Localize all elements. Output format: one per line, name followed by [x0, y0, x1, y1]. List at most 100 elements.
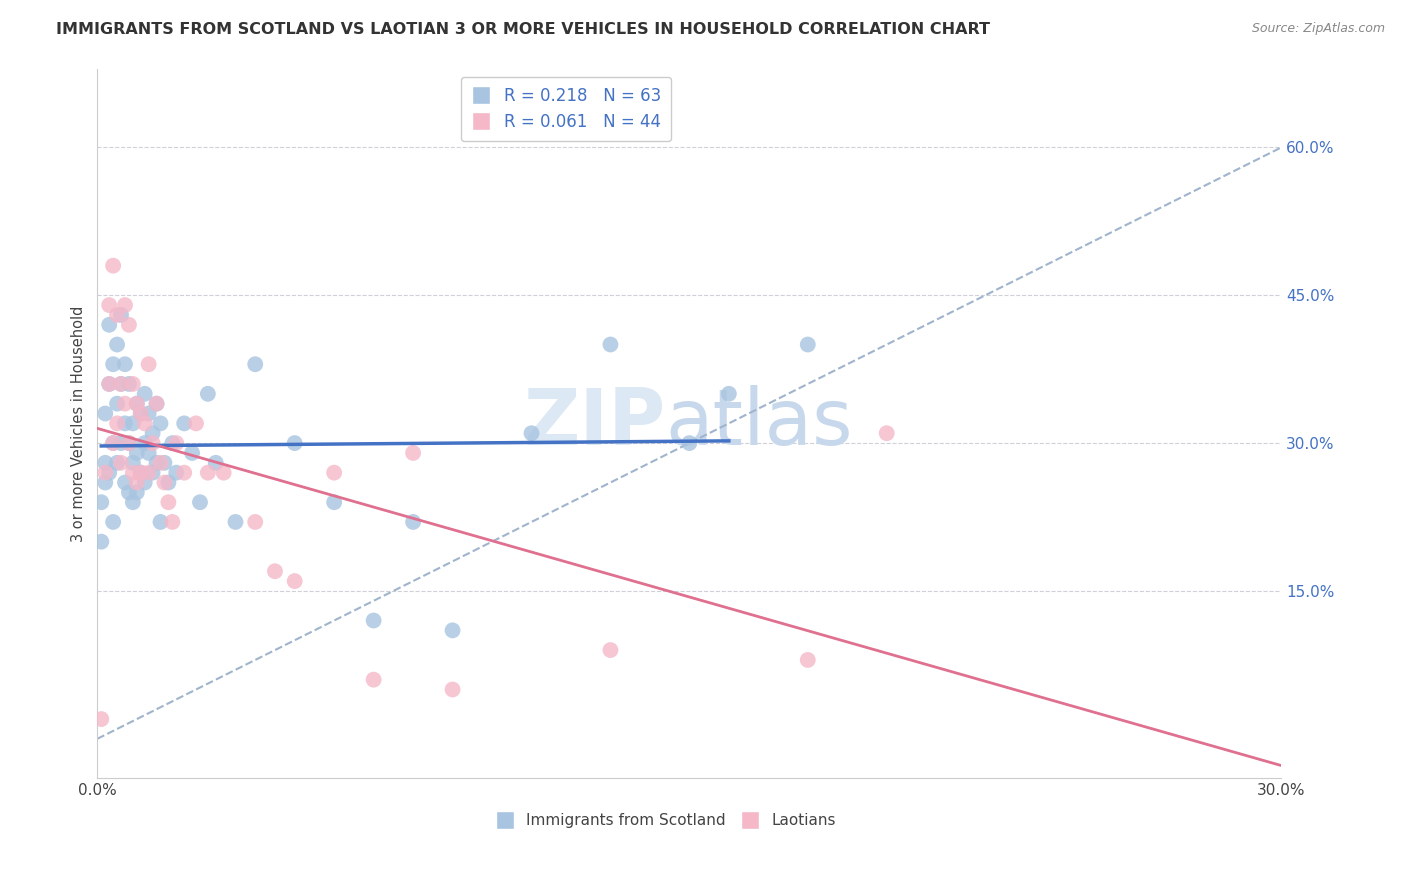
Point	[162, 515, 184, 529]
Text: atlas: atlas	[665, 385, 853, 461]
Point	[165, 436, 187, 450]
Point	[98, 318, 121, 332]
Point	[165, 466, 187, 480]
Point	[284, 436, 307, 450]
Point	[122, 417, 145, 431]
Point	[153, 456, 176, 470]
Point	[105, 337, 128, 351]
Point	[114, 298, 136, 312]
Point	[118, 436, 141, 450]
Point	[105, 456, 128, 470]
Point	[129, 407, 152, 421]
Point	[876, 426, 898, 441]
Point	[105, 397, 128, 411]
Y-axis label: 3 or more Vehicles in Household: 3 or more Vehicles in Household	[72, 305, 86, 541]
Point	[98, 376, 121, 391]
Point	[138, 357, 160, 371]
Point	[101, 436, 124, 450]
Point	[441, 624, 464, 638]
Point	[145, 397, 167, 411]
Point	[224, 515, 246, 529]
Point	[114, 357, 136, 371]
Point	[599, 643, 621, 657]
Point	[245, 515, 267, 529]
Point	[90, 534, 112, 549]
Point	[520, 426, 543, 441]
Point	[94, 456, 117, 470]
Point	[142, 426, 165, 441]
Point	[363, 673, 385, 687]
Point	[678, 436, 700, 450]
Point	[184, 417, 207, 431]
Point	[188, 495, 211, 509]
Point	[363, 614, 385, 628]
Point	[94, 407, 117, 421]
Point	[101, 436, 124, 450]
Point	[110, 376, 132, 391]
Point	[157, 475, 180, 490]
Point	[173, 417, 195, 431]
Point	[173, 466, 195, 480]
Point	[114, 397, 136, 411]
Point	[181, 446, 204, 460]
Point	[145, 397, 167, 411]
Point	[118, 376, 141, 391]
Point	[142, 466, 165, 480]
Point	[122, 466, 145, 480]
Point	[101, 357, 124, 371]
Point	[125, 397, 148, 411]
Point	[125, 446, 148, 460]
Point	[90, 495, 112, 509]
Point	[134, 417, 156, 431]
Point	[284, 574, 307, 588]
Point	[122, 456, 145, 470]
Point	[142, 436, 165, 450]
Point	[118, 436, 141, 450]
Point	[138, 407, 160, 421]
Point	[402, 446, 425, 460]
Legend: Immigrants from Scotland, Laotians: Immigrants from Scotland, Laotians	[489, 807, 842, 834]
Point	[101, 515, 124, 529]
Point	[134, 475, 156, 490]
Point	[149, 456, 172, 470]
Point	[129, 407, 152, 421]
Point	[122, 376, 145, 391]
Point	[129, 466, 152, 480]
Point	[212, 466, 235, 480]
Point	[110, 436, 132, 450]
Point	[98, 466, 121, 480]
Point	[125, 397, 148, 411]
Point	[197, 466, 219, 480]
Point	[94, 475, 117, 490]
Point	[114, 475, 136, 490]
Point	[145, 456, 167, 470]
Point	[717, 386, 740, 401]
Point	[149, 417, 172, 431]
Point	[118, 485, 141, 500]
Point	[797, 337, 820, 351]
Text: IMMIGRANTS FROM SCOTLAND VS LAOTIAN 3 OR MORE VEHICLES IN HOUSEHOLD CORRELATION : IMMIGRANTS FROM SCOTLAND VS LAOTIAN 3 OR…	[56, 22, 990, 37]
Point	[441, 682, 464, 697]
Point	[105, 308, 128, 322]
Point	[101, 259, 124, 273]
Point	[98, 376, 121, 391]
Text: Source: ZipAtlas.com: Source: ZipAtlas.com	[1251, 22, 1385, 36]
Point	[153, 475, 176, 490]
Point	[110, 376, 132, 391]
Point	[264, 564, 287, 578]
Point	[797, 653, 820, 667]
Point	[149, 515, 172, 529]
Point	[162, 436, 184, 450]
Text: ZIP: ZIP	[523, 385, 665, 461]
Point	[599, 337, 621, 351]
Point	[94, 466, 117, 480]
Point	[204, 456, 226, 470]
Point	[110, 456, 132, 470]
Point	[323, 495, 346, 509]
Point	[134, 386, 156, 401]
Point	[138, 466, 160, 480]
Point	[122, 495, 145, 509]
Point	[125, 485, 148, 500]
Point	[323, 466, 346, 480]
Point	[157, 495, 180, 509]
